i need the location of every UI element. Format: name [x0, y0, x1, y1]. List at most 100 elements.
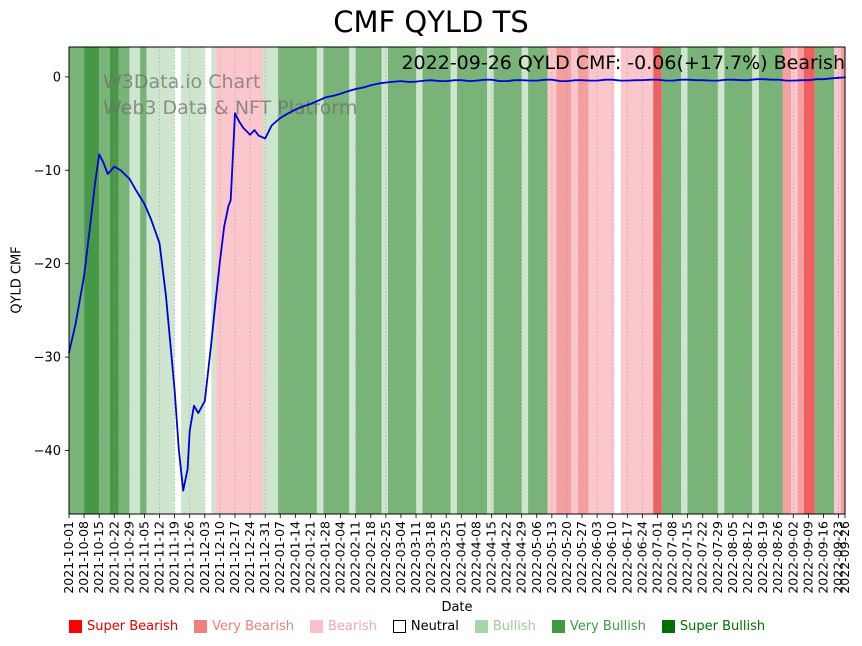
- x-tick-label: 2022-07-08: [665, 521, 680, 594]
- sentiment-band-bullish: [487, 47, 494, 514]
- x-tick-label: 2022-05-06: [529, 521, 544, 594]
- x-tick-label: 2021-11-05: [136, 521, 151, 594]
- legend: Super Bearish Very Bearish Bearish Neutr…: [69, 619, 765, 634]
- legend-item-bearish: Bearish: [309, 619, 377, 634]
- sentiment-band-bullish: [129, 47, 141, 514]
- x-tick-label: 2021-12-31: [257, 521, 272, 594]
- x-tick-label: 2021-10-22: [106, 521, 121, 594]
- x-tick-label: 2021-10-15: [91, 521, 106, 594]
- cmf-line: [68, 76, 846, 492]
- x-tick-label: 2021-10-08: [76, 521, 91, 594]
- plot-border: [68, 46, 846, 515]
- x-tick-label: 2022-07-01: [649, 521, 664, 594]
- legend-label-bearish: Bearish: [327, 619, 377, 634]
- sentiment-band-very_bullish: [457, 47, 488, 514]
- x-tick-label: 2022-05-27: [574, 521, 589, 594]
- sentiment-band-very_bearish: [840, 47, 845, 514]
- sentiment-band-super_bearish: [653, 47, 662, 514]
- sentiment-band-very_bullish: [99, 47, 110, 514]
- legend-swatch-super-bearish: [69, 620, 82, 633]
- legend-swatch-bearish: [309, 620, 323, 633]
- x-tick-label: 2022-02-25: [378, 521, 393, 594]
- watermark-line1: W3Data.io Chart: [103, 71, 260, 93]
- legend-label-very-bearish: Very Bearish: [212, 619, 294, 634]
- legend-item-super-bearish: Super Bearish: [69, 619, 178, 634]
- x-tick-label: 2021-10-01: [61, 521, 76, 594]
- sentiment-band-super_bearish: [804, 47, 815, 514]
- sentiment-band-super_bullish: [84, 47, 100, 514]
- x-tick-label: 2021-12-03: [197, 521, 212, 594]
- x-tick-label: 2022-09-23: [831, 521, 846, 594]
- sentiment-band-very_bullish: [661, 47, 682, 514]
- sentiment-band-bullish: [521, 47, 529, 514]
- x-tick-label: 2022-09-16: [815, 521, 830, 594]
- legend-swatch-neutral: [392, 620, 406, 633]
- sentiment-band-very_bullish: [323, 47, 350, 514]
- sentiment-band-bullish: [717, 47, 725, 514]
- x-tick-label: 2022-03-18: [423, 521, 438, 594]
- y-tick-label: −30: [34, 351, 61, 366]
- legend-label-very-bullish: Very Bullish: [569, 619, 646, 634]
- x-tick-label: 2022-02-11: [348, 521, 363, 594]
- sentiment-band-bearish: [791, 47, 798, 514]
- sentiment-band-very_bullish: [118, 47, 130, 514]
- x-tick-label: 2022-05-20: [559, 521, 574, 594]
- x-tick-label: 2022-06-03: [589, 521, 604, 594]
- legend-label-bullish: Bullish: [492, 619, 536, 634]
- sentiment-band-very_bullish: [758, 47, 783, 514]
- x-tick-label: 2021-12-17: [227, 521, 242, 594]
- x-tick-label: 2022-09-02: [785, 521, 800, 594]
- x-tick-label: 2022-07-22: [695, 521, 710, 594]
- chart-title: CMF QYLD TS: [333, 5, 529, 39]
- sentiment-band-bullish: [416, 47, 423, 514]
- sentiment-band-bearish: [620, 47, 654, 514]
- legend-item-neutral: Neutral: [392, 619, 459, 634]
- sentiment-band-very_bullish: [814, 47, 835, 514]
- x-tick-label: 2022-07-29: [710, 521, 725, 594]
- sentiment-band-neutral: [204, 47, 212, 514]
- x-tick-label: 2022-09-26: [837, 521, 852, 594]
- sentiment-band-very_bullish: [140, 47, 147, 514]
- y-tick-label: −10: [34, 164, 61, 179]
- legend-label-neutral: Neutral: [410, 619, 459, 634]
- legend-item-very-bearish: Very Bearish: [194, 619, 294, 634]
- sentiment-band-bullish: [146, 47, 175, 514]
- legend-item-super-bullish: Super Bullish: [661, 619, 765, 634]
- legend-swatch-super-bullish: [661, 620, 675, 633]
- x-tick-label: 2022-01-28: [318, 521, 333, 594]
- x-tick-label: 2022-04-08: [468, 521, 483, 594]
- x-tick-label: 2021-10-29: [121, 521, 136, 594]
- watermark-line2: Web3 Data & NFT Platform: [103, 97, 357, 119]
- sentiment-band-very_bearish: [797, 47, 805, 514]
- latest-value-annotation: 2022-09-26 QYLD CMF: -0.06(+17.7%) Beari…: [401, 52, 845, 74]
- sentiment-band-very_bullish: [493, 47, 522, 514]
- x-tick-label: 2022-06-24: [634, 521, 649, 594]
- legend-item-very-bullish: Very Bullish: [551, 619, 646, 634]
- x-tick-label: 2022-01-07: [272, 521, 287, 594]
- sentiment-band-bearish: [547, 47, 557, 514]
- sentiment-band-bullish: [349, 47, 356, 514]
- x-tick-label: 2022-08-26: [770, 521, 785, 594]
- sentiment-band-neutral: [174, 47, 182, 514]
- sentiment-band-super_bullish: [110, 47, 119, 514]
- legend-swatch-very-bearish: [194, 620, 208, 633]
- sentiment-band-bullish: [381, 47, 389, 514]
- x-tick-label: 2022-03-11: [408, 521, 423, 594]
- sentiment-band-very_bearish: [556, 47, 572, 514]
- sentiment-band-bearish: [834, 47, 841, 514]
- sentiment-band-bullish: [681, 47, 688, 514]
- x-axis-label: Date: [441, 600, 473, 615]
- legend-swatch-bullish: [474, 620, 488, 633]
- sentiment-band-very_bullish: [528, 47, 548, 514]
- legend-swatch-very-bullish: [551, 620, 565, 633]
- legend-item-bullish: Bullish: [474, 619, 536, 634]
- x-tick-label: 2022-08-05: [725, 521, 740, 594]
- x-tick-label: 2021-11-12: [152, 521, 167, 594]
- x-tick-label: 2022-09-09: [800, 521, 815, 594]
- y-tick-label: −20: [34, 257, 61, 272]
- sentiment-band-bullish: [752, 47, 759, 514]
- sentiment-band-very_bearish: [577, 47, 589, 514]
- x-tick-label: 2022-02-18: [363, 521, 378, 594]
